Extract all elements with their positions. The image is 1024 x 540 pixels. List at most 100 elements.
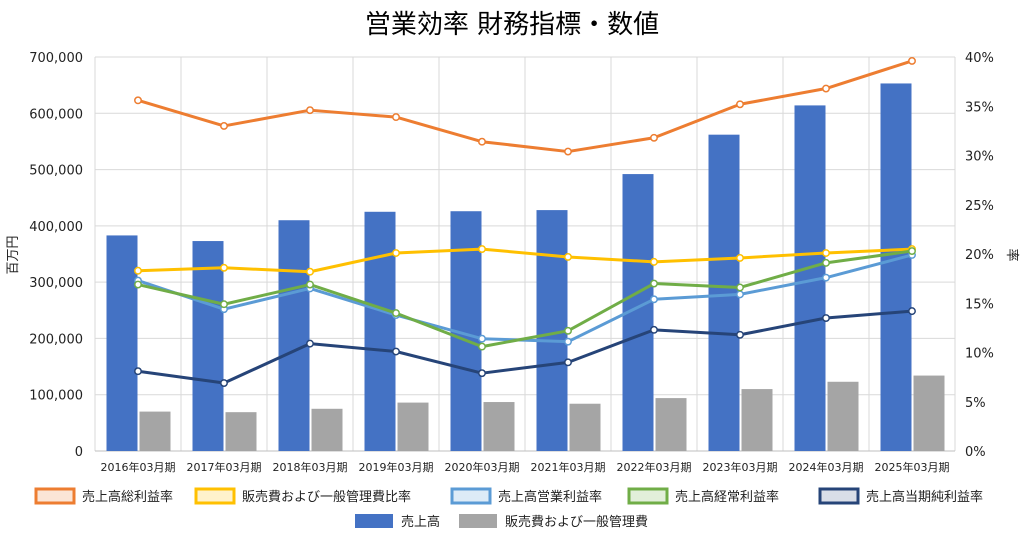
bar-sales	[880, 83, 912, 451]
point-net-margin	[306, 339, 314, 348]
point-operating-margin	[650, 295, 658, 304]
point-sga-ratio	[564, 253, 572, 261]
y-left-tick-label: 600,000	[29, 107, 83, 122]
legend-label-ordinary-margin: 売上高経常利益率	[675, 489, 779, 505]
y-right-tick-label: 0%	[965, 445, 986, 460]
y-right-tick-label: 20%	[965, 248, 994, 263]
bar-sales	[708, 134, 740, 451]
point-ordinary-margin	[822, 258, 830, 267]
bar-sga	[225, 412, 257, 451]
point-net-margin	[822, 314, 830, 322]
point-sga-ratio	[306, 267, 314, 276]
point-gross-margin	[650, 133, 658, 142]
y-left-tick-label: 400,000	[29, 220, 83, 235]
legend-swatch-ordinary-margin	[627, 487, 669, 505]
bar-sales	[192, 241, 224, 451]
bar-sga	[397, 402, 429, 451]
line-net-margin	[137, 309, 913, 385]
point-net-margin	[478, 369, 486, 378]
point-sga-ratio	[478, 245, 486, 254]
point-gross-margin	[908, 56, 916, 65]
y-right-tick-label: 35%	[965, 100, 994, 115]
bar-sga	[569, 403, 601, 451]
bar-sga	[139, 411, 171, 451]
point-net-margin	[736, 330, 744, 339]
y-right-tick-label: 40%	[965, 51, 994, 66]
point-net-margin	[650, 325, 658, 334]
point-ordinary-margin	[564, 326, 572, 335]
x-tick-label: 2021年03月期	[531, 460, 606, 474]
point-net-margin	[134, 367, 142, 376]
point-gross-margin	[736, 100, 744, 109]
point-net-margin	[392, 347, 400, 356]
point-gross-margin	[478, 137, 486, 146]
legend-label-net-margin: 売上高当期純利益率	[866, 489, 983, 505]
legend-swatch-net-margin	[818, 487, 860, 505]
bar-sga	[913, 375, 945, 451]
x-tick-label: 2017年03月期	[187, 460, 262, 474]
legend-label-gross-margin: 売上高総利益率	[82, 489, 173, 505]
x-tick-label: 2016年03月期	[101, 460, 176, 474]
bar-sga	[311, 408, 343, 451]
legend-layer: 売上高総利益率 販売費および一般管理費比率 売上高営業利益率 売上高経常利益率 売上高当…	[34, 487, 983, 530]
y-right-tick-label: 5%	[965, 396, 986, 411]
bar-sga	[827, 381, 859, 451]
line-layer	[134, 56, 916, 387]
legend-swatch-gross-margin	[34, 487, 76, 505]
y-right-tick-label: 30%	[965, 150, 994, 165]
line-gross-margin	[137, 59, 913, 154]
x-tick-label: 2019年03月期	[359, 460, 434, 474]
y-right-tick-label: 25%	[965, 199, 994, 214]
bar-sga	[655, 398, 687, 451]
x-tick-label: 2020年03月期	[445, 460, 520, 474]
line-sga-ratio	[137, 247, 913, 274]
legend-label-sales: 売上高	[401, 514, 440, 530]
point-ordinary-margin	[908, 247, 916, 255]
point-ordinary-margin	[134, 280, 142, 289]
point-ordinary-margin	[478, 342, 486, 351]
point-ordinary-margin	[650, 279, 658, 288]
point-gross-margin	[822, 84, 830, 93]
point-ordinary-margin	[392, 309, 400, 318]
bar-sales	[364, 211, 396, 451]
x-tick-label: 2018年03月期	[273, 460, 348, 474]
y-left-tick-label: 100,000	[29, 389, 83, 404]
point-sga-ratio	[220, 263, 228, 272]
point-sga-ratio	[736, 253, 744, 262]
bar-sga	[741, 389, 773, 451]
x-tick-label: 2024年03月期	[789, 460, 864, 474]
bar-sales	[106, 235, 138, 451]
legend-swatch-operating-margin	[450, 487, 492, 505]
legend-swatch-sales	[355, 514, 393, 528]
y-right-tick-label: 10%	[965, 347, 994, 362]
legend-label-sga-ratio: 販売費および一般管理費比率	[242, 489, 411, 505]
x-tick-label: 2023年03月期	[703, 460, 778, 474]
y-left-axis-title: 百万円	[6, 235, 21, 274]
point-gross-margin	[564, 147, 572, 156]
point-gross-margin	[134, 96, 142, 105]
x-tick-label: 2025年03月期	[875, 460, 950, 474]
point-net-margin	[220, 379, 228, 387]
y-left-tick-label: 700,000	[29, 51, 83, 66]
legend-swatch-sga-ratio	[194, 487, 236, 505]
legend-label-operating-margin: 売上高営業利益率	[498, 489, 602, 505]
point-ordinary-margin	[306, 280, 314, 289]
line-ordinary-margin	[137, 249, 913, 349]
y-left-tick-label: 0	[75, 445, 83, 460]
point-net-margin	[564, 358, 572, 367]
y-left-tick-label: 200,000	[29, 332, 83, 347]
y-right-tick-label: 15%	[965, 297, 994, 312]
point-ordinary-margin	[220, 300, 228, 309]
y-left-tick-label: 300,000	[29, 276, 83, 291]
bar-sga	[483, 402, 515, 451]
point-gross-margin	[220, 122, 228, 130]
point-sga-ratio	[392, 249, 400, 257]
point-operating-margin	[736, 290, 744, 299]
y-left-tick-label: 500,000	[29, 164, 83, 179]
legend-swatch-sga	[459, 514, 497, 528]
x-tick-label: 2022年03月期	[617, 460, 692, 474]
point-gross-margin	[306, 106, 314, 115]
chart-title: 営業効率 財務指標・数値	[365, 10, 659, 40]
point-gross-margin	[392, 113, 400, 122]
